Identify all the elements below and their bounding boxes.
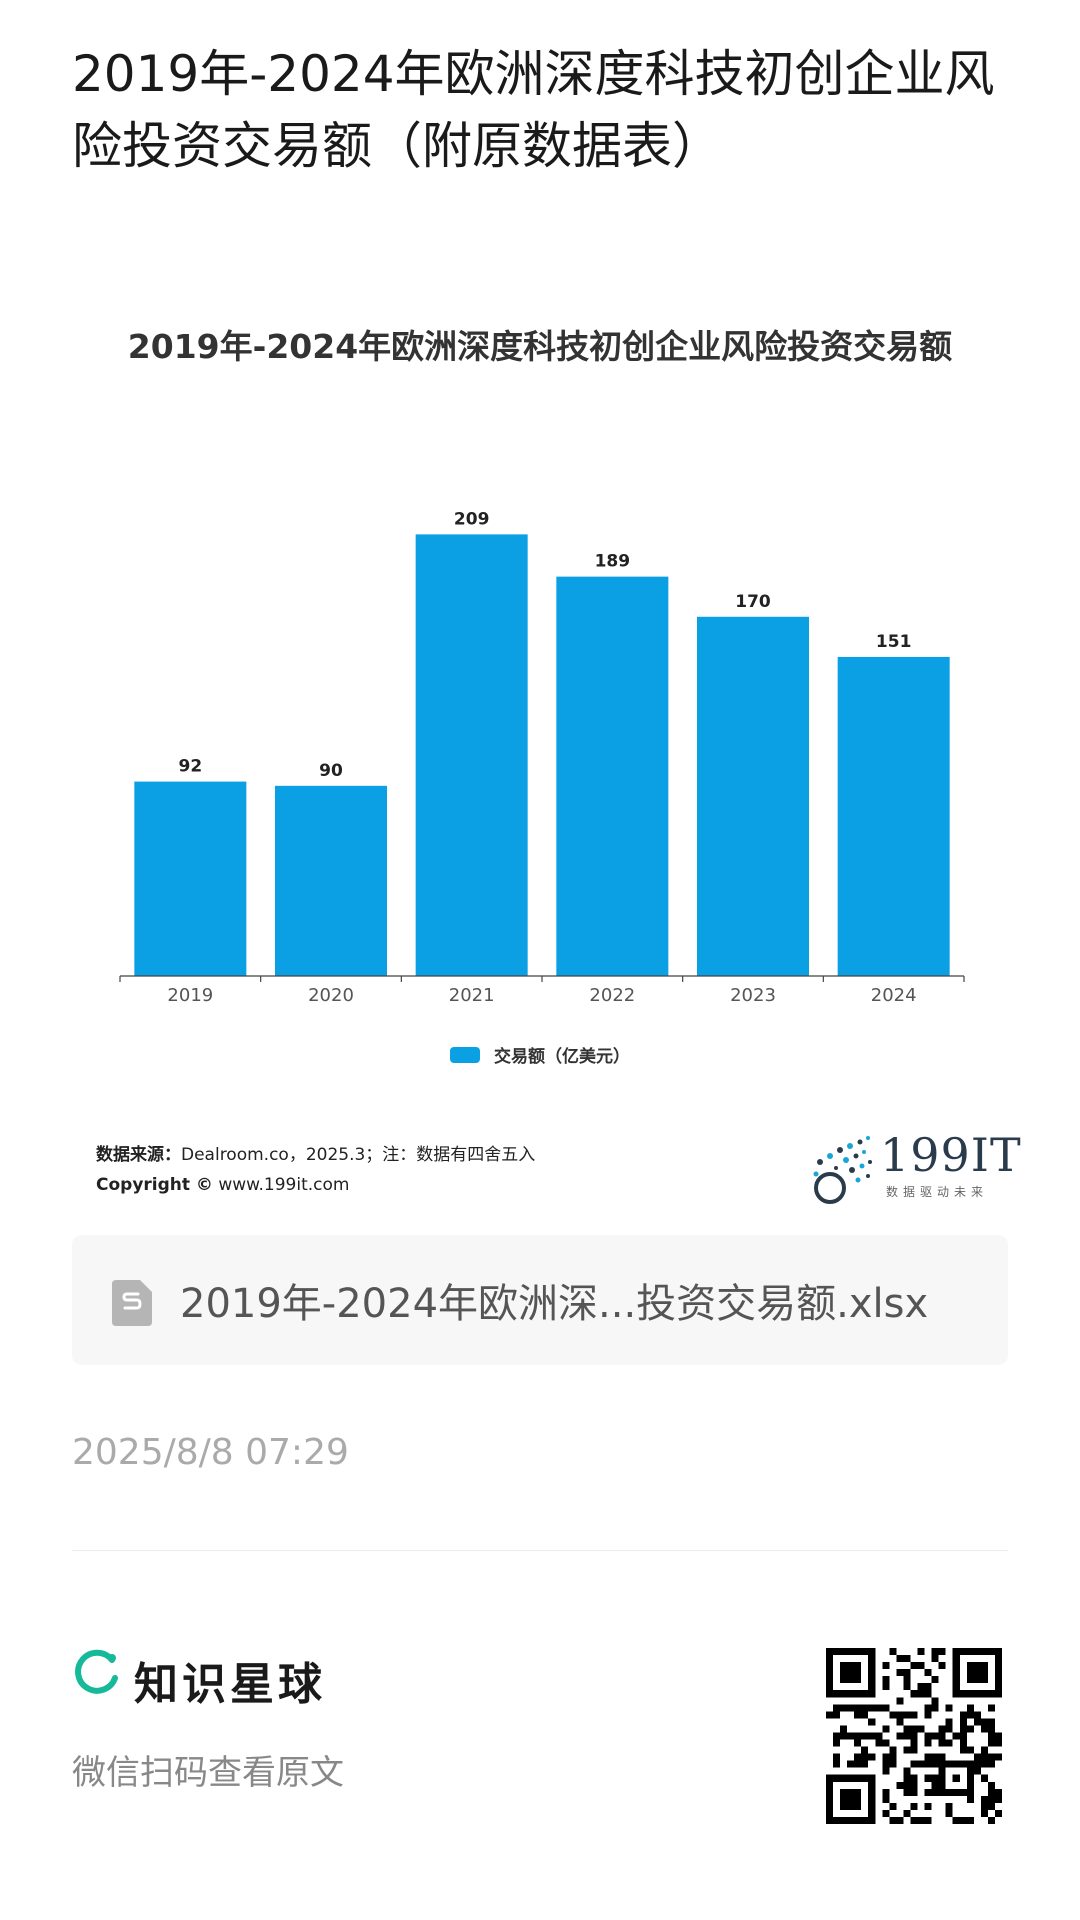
chart-title: 2019年-2024年欧洲深度科技初创企业风险投资交易额 [127,327,953,366]
brand-logo-199it: 199IT 数据驱动未来 [808,1128,1021,1204]
bar-2021 [415,534,528,976]
divider [72,1550,1008,1551]
bar-2024 [837,656,950,976]
scan-hint: 微信扫码查看原文 [72,1753,344,1793]
x-tick-label-2023: 2023 [730,985,776,1006]
data-label-2021: 209 [454,509,490,529]
qr-code-icon[interactable] [826,1648,1002,1824]
source-label: 数据来源： [96,1145,181,1165]
data-label-2022: 189 [595,552,631,572]
bar-chart: 92 2019 90 2020 209 2021 189 2022 170 2023 151 2024 [119,509,965,1006]
x-tick-label-2021: 2021 [449,985,495,1006]
brand-name: 知识星球 [134,1659,326,1710]
data-label-2023: 170 [735,592,771,612]
bar-2023 [697,616,809,976]
data-label-2019: 92 [178,757,202,777]
bar-2019 [134,781,247,976]
copyright-label: Copyright © [96,1175,213,1195]
logo-text: 199IT [880,1128,1022,1182]
x-tick-label-2019: 2019 [167,985,213,1006]
planet-ring-icon [75,1649,118,1694]
source-text: Dealroom.co，2025.3；注：数据有四舍五入 [181,1145,536,1165]
bar-2020 [275,785,387,976]
data-label-2024: 151 [876,632,912,652]
logo-subtitle: 数据驱动未来 [886,1185,989,1199]
legend-swatch [450,1046,481,1063]
attachment-file[interactable]: 2019年-2024年欧洲深...投资交易额.xlsx [72,1235,1008,1365]
chart-card: 92 2019 90 2020 209 2021 189 2022 170 2023 151 2024… [72,290,1008,1220]
file-name: 2019年-2024年欧洲深...投资交易额.xlsx [180,1281,929,1327]
copyright-line: Copyright © www.199it.com [96,1170,535,1200]
x-tick-label-2020: 2020 [308,985,354,1006]
publish-timestamp: 2025/8/8 07:29 [72,1432,349,1473]
copyright-text: www.199it.com [212,1175,350,1195]
x-tick-label-2024: 2024 [871,985,917,1006]
spreadsheet-file-icon [112,1280,152,1326]
page-title: 2019年-2024年欧洲深度科技初创企业风险投资交易额（附原数据表） [72,45,995,175]
source-line: 数据来源：Dealroom.co，2025.3；注：数据有四舍五入 [96,1140,535,1170]
legend-label: 交易额（亿美元） [493,1047,630,1067]
bar-2022 [556,576,669,976]
dandelion-logo-icon [813,1136,872,1204]
chart-legend: 交易额（亿美元） [72,1042,1008,1067]
x-tick-label-2022: 2022 [589,985,635,1006]
source-note: 数据来源：Dealroom.co，2025.3；注：数据有四舍五入 Copyri… [96,1140,535,1200]
data-label-2020: 90 [319,761,343,781]
